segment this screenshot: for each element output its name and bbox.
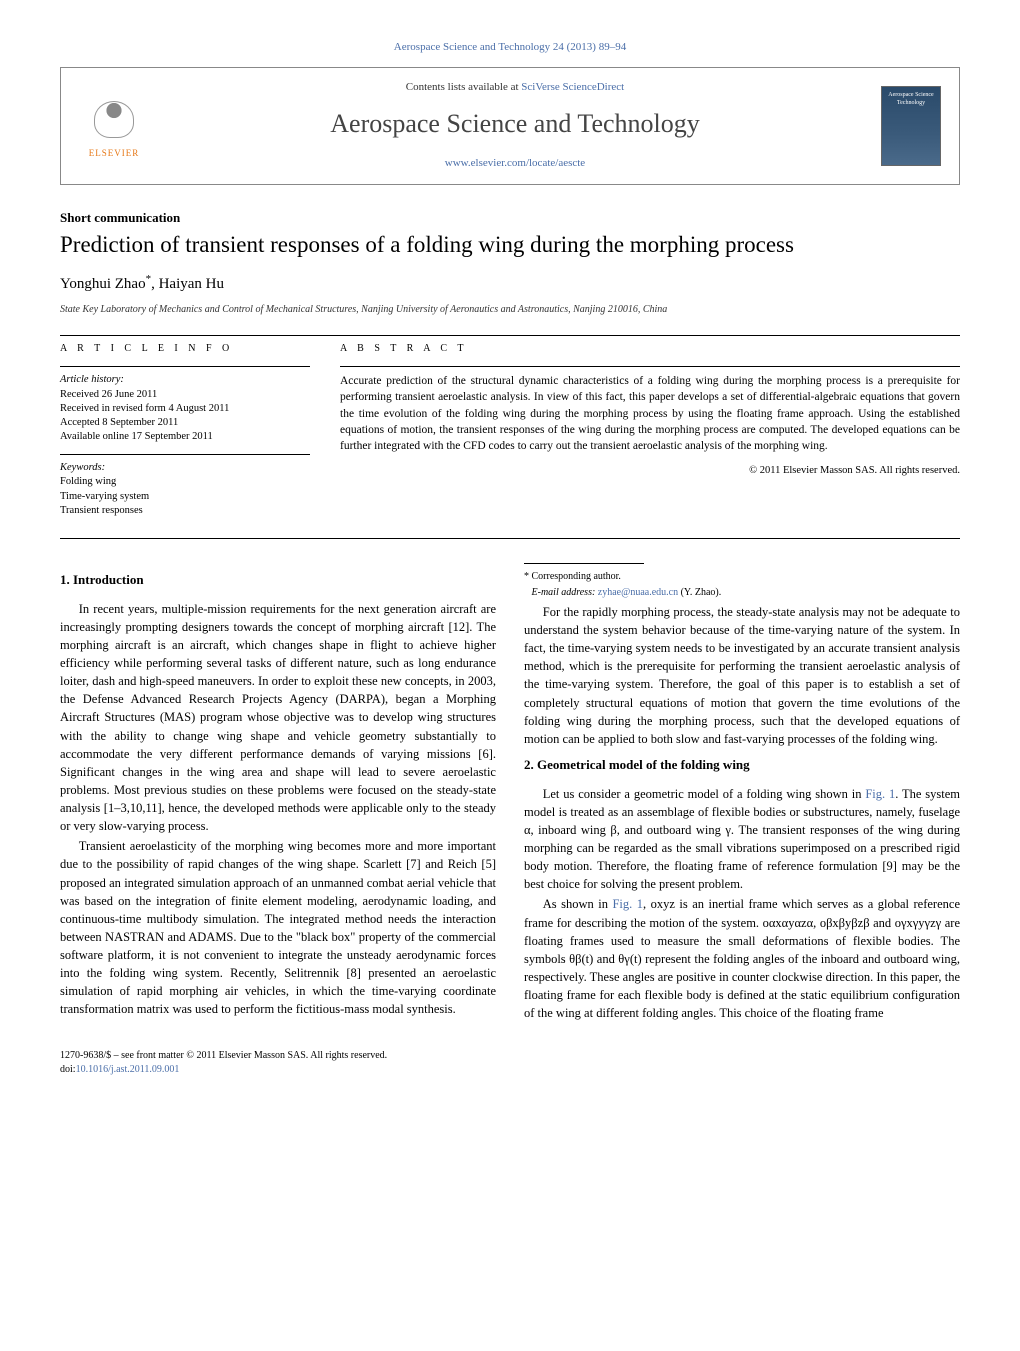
divider — [60, 335, 960, 336]
email-author: (Y. Zhao). — [678, 587, 721, 598]
contents-line: Contents lists available at SciVerse Sci… — [149, 80, 881, 95]
accepted-date: Accepted 8 September 2011 — [60, 416, 310, 430]
front-matter-line: 1270-9638/$ – see front matter © 2011 El… — [60, 1050, 387, 1061]
abstract-copyright: © 2011 Elsevier Masson SAS. All rights r… — [340, 464, 960, 479]
email-footnote: E-mail address: zyhae@nuaa.edu.cn (Y. Zh… — [524, 586, 960, 601]
received-date: Received 26 June 2011 — [60, 388, 310, 402]
author-name-2: , Haiyan Hu — [151, 276, 224, 292]
body-paragraph: Transient aeroelasticity of the morphing… — [60, 837, 496, 1018]
journal-header-box: ELSEVIER Contents lists available at Sci… — [60, 67, 960, 184]
divider — [60, 454, 310, 455]
publisher-name: ELSEVIER — [89, 147, 140, 160]
figure-ref[interactable]: Fig. 1 — [612, 897, 643, 911]
abstract-text: Accurate prediction of the structural dy… — [340, 373, 960, 453]
history-label: Article history: — [60, 373, 310, 387]
corresponding-footnote: * Corresponding author. — [524, 570, 960, 585]
divider — [60, 538, 960, 539]
keywords-label: Keywords: — [60, 461, 310, 475]
affiliation: State Key Laboratory of Mechanics and Co… — [60, 303, 960, 317]
keyword: Transient responses — [60, 504, 310, 518]
doi-label: doi: — [60, 1064, 76, 1075]
elsevier-tree-icon — [89, 93, 139, 143]
section-heading-1: 1. Introduction — [60, 571, 496, 590]
body-paragraph: Let us consider a geometric model of a f… — [524, 785, 960, 894]
sciencedirect-link[interactable]: SciVerse ScienceDirect — [521, 81, 624, 93]
journal-name: Aerospace Science and Technology — [149, 106, 881, 142]
body-paragraph: As shown in Fig. 1, oxyz is an inertial … — [524, 895, 960, 1022]
abstract-column: A B S T R A C T Accurate prediction of t… — [340, 342, 960, 518]
article-info-column: A R T I C L E I N F O Article history: R… — [60, 342, 310, 518]
p5a: As shown in — [543, 897, 613, 911]
footnote-separator — [524, 563, 644, 564]
article-type: Short communication — [60, 209, 960, 227]
citation-header: Aerospace Science and Technology 24 (201… — [60, 40, 960, 55]
journal-url[interactable]: www.elsevier.com/locate/aescte — [149, 156, 881, 171]
email-label: E-mail address: — [532, 587, 598, 598]
abstract-heading: A B S T R A C T — [340, 342, 960, 356]
revised-date: Received in revised form 4 August 2011 — [60, 402, 310, 416]
header-center: Contents lists available at SciVerse Sci… — [149, 80, 881, 171]
divider — [60, 366, 310, 367]
body-paragraph: For the rapidly morphing process, the st… — [524, 603, 960, 748]
keyword: Folding wing — [60, 475, 310, 489]
info-abstract-row: A R T I C L E I N F O Article history: R… — [60, 342, 960, 518]
publisher-logo: ELSEVIER — [79, 86, 149, 166]
section-heading-2: 2. Geometrical model of the folding wing — [524, 756, 960, 775]
info-heading: A R T I C L E I N F O — [60, 342, 310, 356]
author-list: Yonghui Zhao*, Haiyan Hu — [60, 272, 960, 295]
p4b: . The system model is treated as an asse… — [524, 787, 960, 892]
footer: 1270-9638/$ – see front matter © 2011 El… — [60, 1049, 960, 1077]
body-columns: 1. Introduction In recent years, multipl… — [60, 563, 960, 1030]
keyword: Time-varying system — [60, 490, 310, 504]
divider — [340, 366, 960, 367]
body-paragraph: In recent years, multiple-mission requir… — [60, 600, 496, 836]
article-title: Prediction of transient responses of a f… — [60, 231, 960, 259]
author-name: Yonghui Zhao — [60, 276, 146, 292]
figure-ref[interactable]: Fig. 1 — [865, 787, 895, 801]
p4a: Let us consider a geometric model of a f… — [543, 787, 866, 801]
p5b: , oxyz is an inertial frame which serves… — [524, 897, 960, 1020]
online-date: Available online 17 September 2011 — [60, 430, 310, 444]
contents-prefix: Contents lists available at — [406, 81, 521, 93]
email-link[interactable]: zyhae@nuaa.edu.cn — [598, 587, 678, 598]
doi-link[interactable]: 10.1016/j.ast.2011.09.001 — [76, 1064, 180, 1075]
journal-cover-thumbnail: Aerospace Science Technology — [881, 86, 941, 166]
